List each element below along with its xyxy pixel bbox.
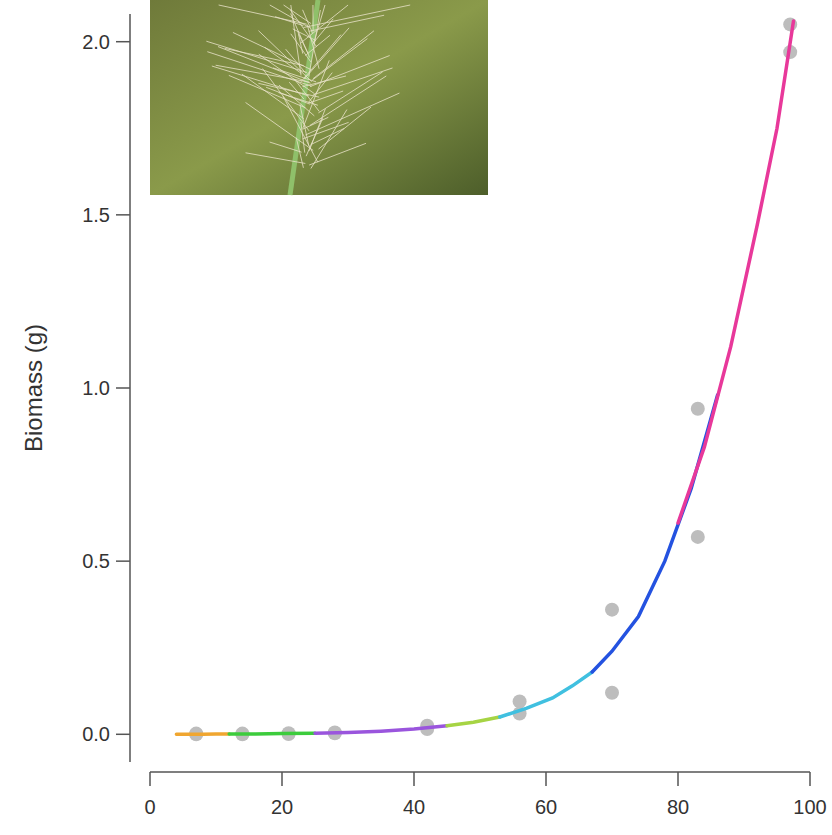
- branch: [308, 73, 332, 103]
- branch: [303, 122, 349, 139]
- branch: [301, 35, 341, 82]
- branch: [229, 75, 306, 107]
- curve: [500, 672, 592, 717]
- curve: [176, 732, 229, 736]
- branch: [265, 47, 302, 73]
- branch: [259, 54, 315, 94]
- branch: [318, 72, 382, 113]
- y-tick: [116, 560, 130, 562]
- x-tick: [545, 772, 547, 786]
- curve: [678, 21, 794, 523]
- y-tick-label: 0.0: [82, 723, 110, 745]
- y-tick-label: 2.0: [82, 31, 110, 53]
- x-tick: [281, 772, 283, 786]
- plot-area: [176, 17, 797, 741]
- branch: [312, 5, 313, 31]
- branch: [304, 28, 349, 79]
- branch: [294, 79, 319, 112]
- chart: 0.0 0.5 1.0 1.5 2.0 0 20 40 60 80 100 Biomass (g): [0, 0, 832, 835]
- branch: [299, 35, 308, 54]
- branch: [218, 47, 311, 84]
- branch: [270, 5, 310, 28]
- curve: [229, 732, 315, 736]
- photo-bg: [150, 0, 488, 195]
- branch: [286, 49, 306, 73]
- point: [605, 686, 619, 700]
- x-tick-label: 100: [793, 796, 826, 818]
- y-tick-label: 1.5: [82, 204, 110, 226]
- branch: [309, 91, 343, 103]
- branch: [270, 142, 302, 152]
- branch: [291, 34, 311, 62]
- x-tick-label: 80: [667, 796, 689, 818]
- x-tick-label: 20: [271, 796, 293, 818]
- y-tick: [116, 41, 130, 43]
- x-tick-label: 60: [535, 796, 557, 818]
- x-tick: [809, 772, 811, 786]
- branch: [283, 96, 318, 162]
- y-tick-label: 0.5: [82, 550, 110, 572]
- y-tick: [116, 734, 130, 736]
- branch: [242, 74, 304, 119]
- x-tick-label: 40: [403, 796, 425, 818]
- x-tick: [677, 772, 679, 786]
- branch: [313, 19, 333, 43]
- branch: [290, 10, 317, 47]
- y-axis-title: Biomass (g): [20, 324, 47, 452]
- point: [691, 402, 705, 416]
- point: [605, 603, 619, 617]
- branch: [219, 5, 307, 24]
- branch: [291, 14, 310, 58]
- y-tick: [116, 214, 130, 216]
- branch: [310, 56, 390, 87]
- point: [783, 17, 797, 31]
- curve: [315, 726, 447, 734]
- curve: [447, 717, 500, 726]
- branch: [246, 153, 306, 164]
- x-tick: [413, 772, 415, 786]
- y-tick: [116, 387, 130, 389]
- point: [513, 694, 527, 708]
- y-tick-label: 1.0: [82, 377, 110, 399]
- curve: [592, 395, 717, 672]
- x-tick: [149, 772, 151, 786]
- branch: [309, 15, 384, 31]
- branch: [313, 31, 374, 79]
- x-axis: [150, 771, 810, 773]
- branch: [310, 76, 386, 125]
- x-tick-label: 0: [144, 796, 155, 818]
- point: [691, 530, 705, 544]
- photo-inset: [150, 0, 488, 195]
